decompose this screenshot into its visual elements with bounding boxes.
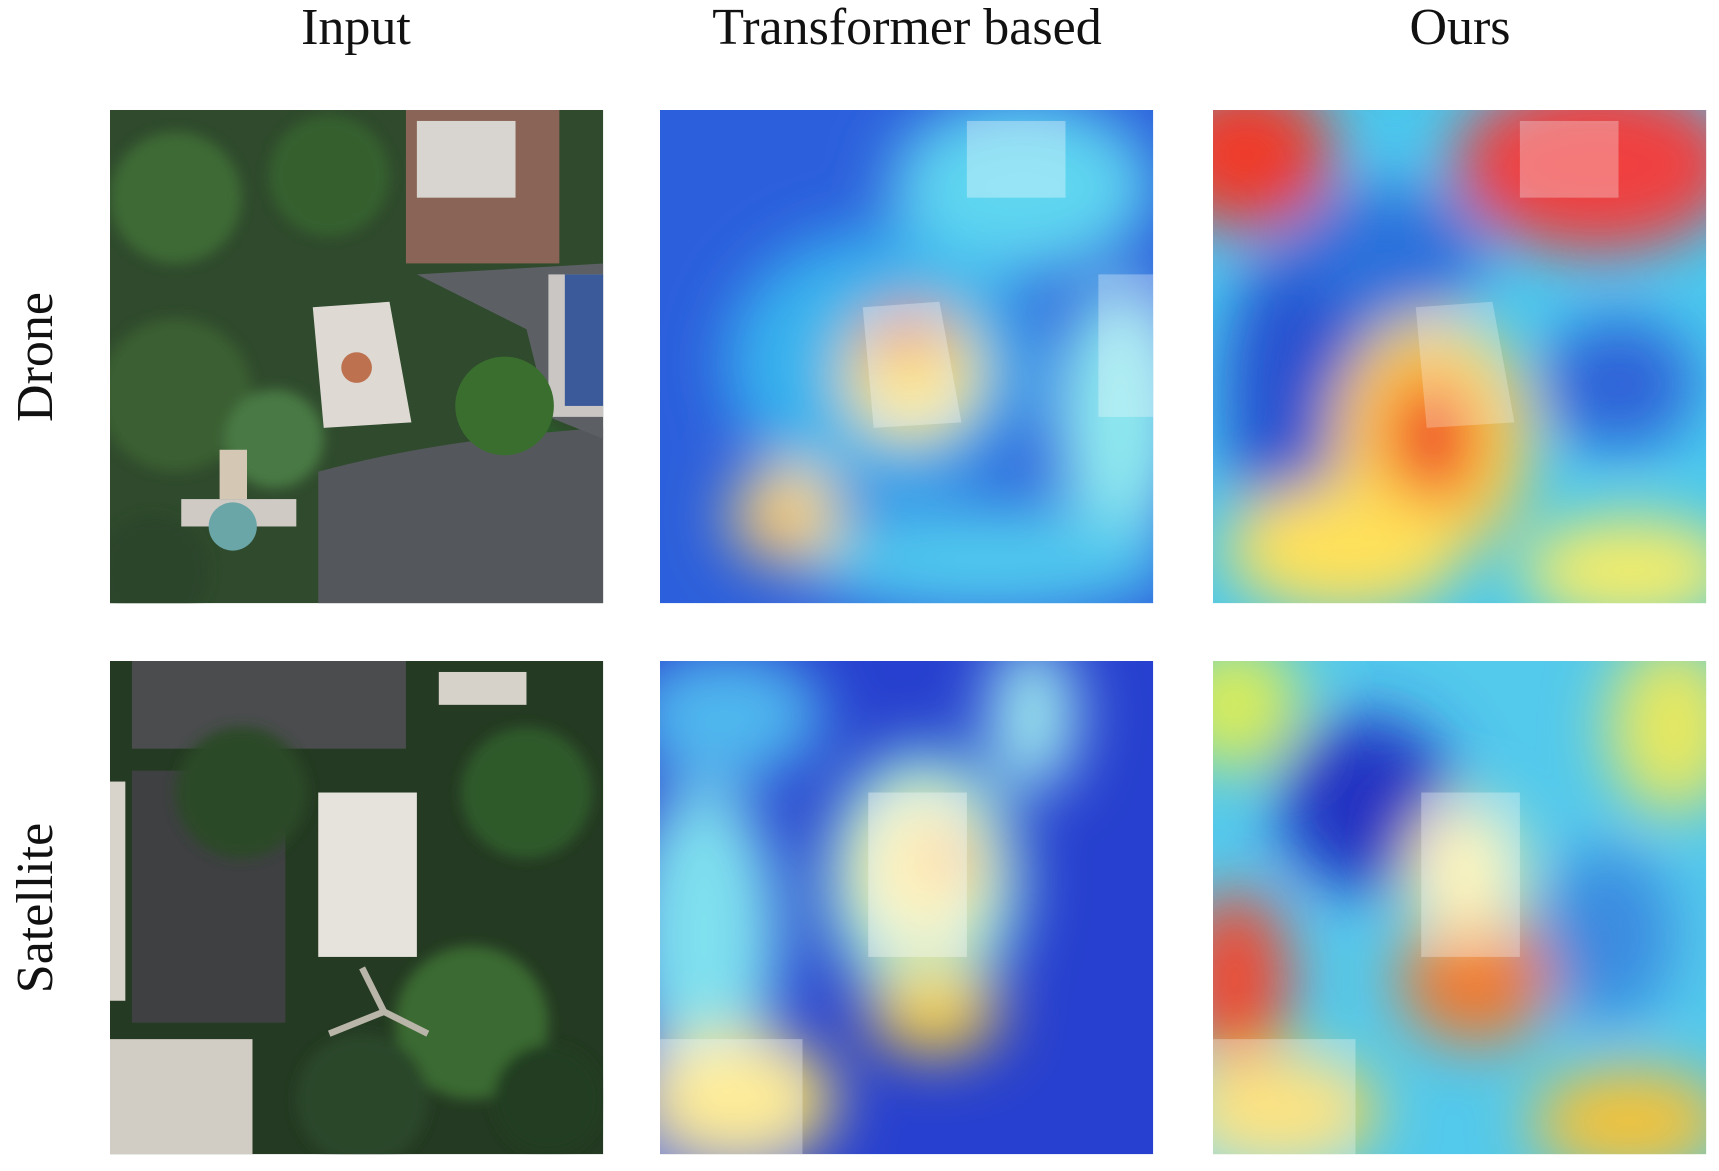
satellite-ours-heatmap [1213, 661, 1707, 1155]
row-label: Satellite [7, 823, 64, 993]
drone-input-image [110, 110, 604, 604]
drone-transformer-heatmap [660, 110, 1154, 604]
column-title: Transformer based [712, 0, 1101, 56]
column-title: Ours [1409, 0, 1510, 56]
satellite-input-image [110, 661, 604, 1155]
column-title: Input [301, 0, 411, 56]
satellite-transformer-heatmap [660, 661, 1154, 1155]
row-label: Drone [7, 292, 64, 422]
drone-ours-heatmap [1213, 110, 1707, 604]
